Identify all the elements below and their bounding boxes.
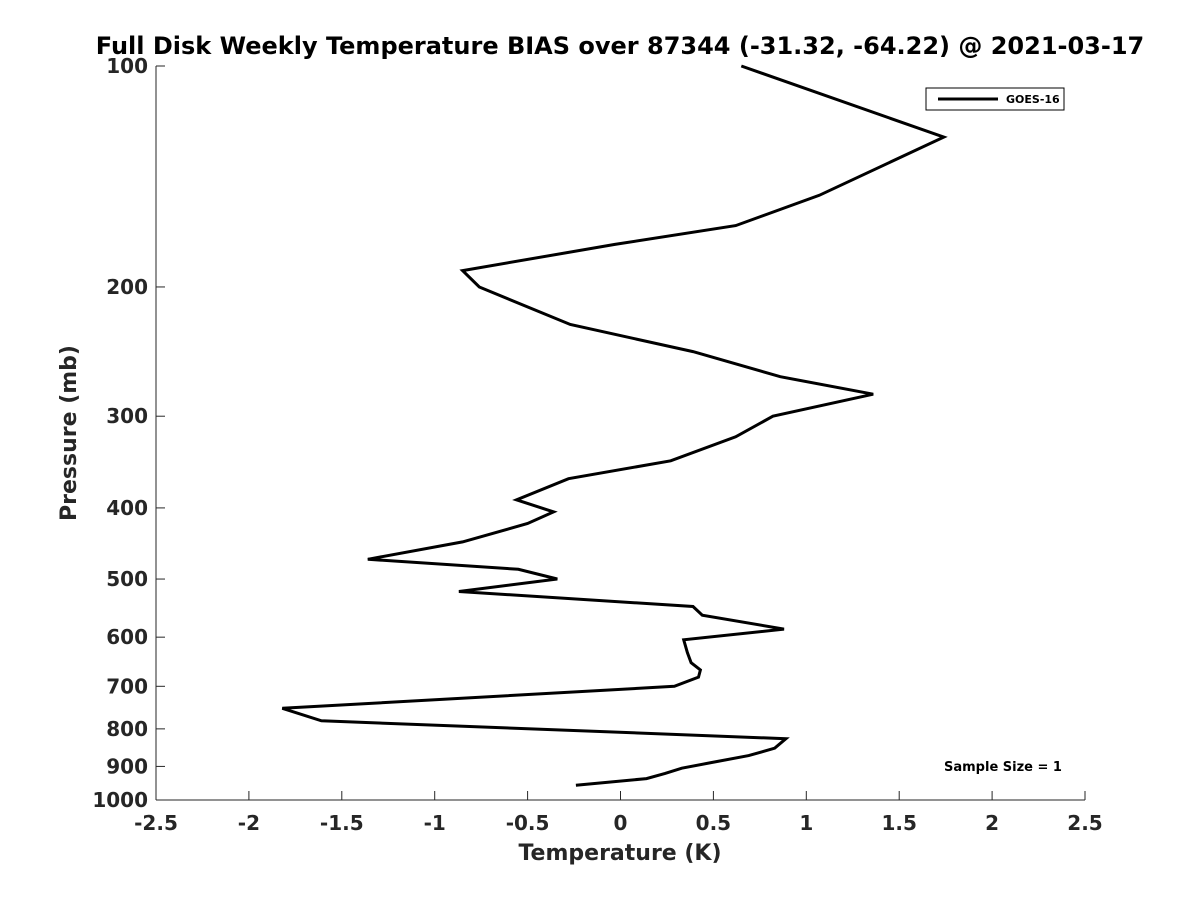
legend: GOES-16	[925, 87, 1065, 111]
y-axis-label: Pressure (mb)	[57, 345, 82, 521]
y-tick-label: 500	[106, 567, 148, 591]
y-tick-label: 600	[106, 625, 148, 649]
x-tick-label: 2	[985, 811, 999, 835]
x-tick-label: 1.5	[881, 811, 916, 835]
sample-size-annotation: Sample Size = 1	[944, 760, 1062, 775]
y-tick-label: 300	[106, 404, 148, 428]
axes: -2.5 -2 -1.5 -1 -0.5 0 0.5 1 1.5 2 2.5 100 200 300 400…	[92, 54, 1102, 835]
series-line-goes-16	[281, 64, 948, 787]
y-tick-label: 400	[106, 496, 148, 520]
y-tick-label: 100	[106, 54, 148, 78]
x-tick-label: -0.5	[506, 811, 550, 835]
y-tick-label: 900	[106, 754, 148, 778]
y-tick-label: 1000	[92, 788, 148, 812]
y-tick-label: 700	[106, 674, 148, 698]
x-axis-label: Temperature (K)	[518, 841, 721, 866]
y-tick-label: 200	[106, 275, 148, 299]
x-tick-label: -2	[238, 811, 260, 835]
x-tick-label: 0.5	[696, 811, 731, 835]
y-tick-label: 800	[106, 717, 148, 741]
x-tick-label: -2.5	[134, 811, 178, 835]
x-tick-label: -1.5	[320, 811, 364, 835]
x-tick-label: 0	[614, 811, 628, 835]
legend-label-goes-16: GOES-16	[1006, 93, 1060, 106]
chart-title: Full Disk Weekly Temperature BIAS over 8…	[96, 32, 1144, 60]
x-tick-label: 2.5	[1067, 811, 1102, 835]
x-tick-label: 1	[799, 811, 813, 835]
x-tick-label: -1	[424, 811, 446, 835]
